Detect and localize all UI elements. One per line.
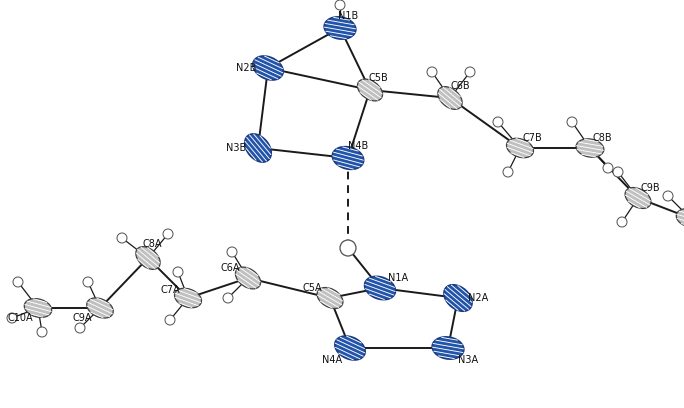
Ellipse shape <box>358 79 382 101</box>
Text: C7B: C7B <box>522 133 542 143</box>
Ellipse shape <box>506 138 534 158</box>
Ellipse shape <box>136 247 160 269</box>
Ellipse shape <box>613 167 623 177</box>
Ellipse shape <box>432 337 464 359</box>
Ellipse shape <box>253 56 283 80</box>
Ellipse shape <box>427 67 437 77</box>
Ellipse shape <box>173 267 183 277</box>
Ellipse shape <box>163 229 173 239</box>
Ellipse shape <box>617 217 627 227</box>
Ellipse shape <box>576 139 604 157</box>
Ellipse shape <box>444 285 472 311</box>
Text: C7A: C7A <box>160 285 180 295</box>
Text: N1A: N1A <box>388 273 408 283</box>
Ellipse shape <box>87 298 114 318</box>
Ellipse shape <box>227 247 237 257</box>
Text: C9B: C9B <box>640 183 660 193</box>
Ellipse shape <box>223 293 233 303</box>
Ellipse shape <box>317 288 343 308</box>
Ellipse shape <box>235 267 261 289</box>
Ellipse shape <box>24 299 52 317</box>
Text: C5B: C5B <box>368 73 388 83</box>
Ellipse shape <box>365 276 395 300</box>
Ellipse shape <box>13 277 23 287</box>
Ellipse shape <box>174 288 202 308</box>
Ellipse shape <box>245 134 272 162</box>
Text: C6A: C6A <box>220 263 240 273</box>
Ellipse shape <box>603 163 613 173</box>
Text: C9A: C9A <box>73 313 92 323</box>
Ellipse shape <box>117 233 127 243</box>
Text: N4B: N4B <box>348 141 368 151</box>
Ellipse shape <box>567 117 577 127</box>
Text: C8B: C8B <box>592 133 611 143</box>
Text: N2B: N2B <box>236 63 256 73</box>
Text: N4A: N4A <box>322 355 342 365</box>
Text: N1B: N1B <box>338 11 358 21</box>
Ellipse shape <box>165 315 175 325</box>
Ellipse shape <box>37 327 47 337</box>
Text: C8A: C8A <box>142 239 161 249</box>
Ellipse shape <box>438 86 462 109</box>
Ellipse shape <box>493 117 503 127</box>
Ellipse shape <box>465 67 475 77</box>
Ellipse shape <box>83 277 93 287</box>
Ellipse shape <box>335 0 345 10</box>
Ellipse shape <box>324 17 356 39</box>
Ellipse shape <box>625 188 651 208</box>
Ellipse shape <box>340 240 356 256</box>
Ellipse shape <box>663 191 673 201</box>
Ellipse shape <box>7 313 17 323</box>
Text: N3B: N3B <box>226 143 246 153</box>
Text: N2A: N2A <box>468 293 488 303</box>
Text: C6B: C6B <box>450 81 470 91</box>
Ellipse shape <box>332 146 364 169</box>
Text: C5A: C5A <box>302 283 321 293</box>
Ellipse shape <box>503 167 513 177</box>
Text: C10A: C10A <box>8 313 33 323</box>
Ellipse shape <box>75 323 85 333</box>
Ellipse shape <box>334 336 365 360</box>
Ellipse shape <box>676 208 684 227</box>
Text: N3A: N3A <box>458 355 478 365</box>
